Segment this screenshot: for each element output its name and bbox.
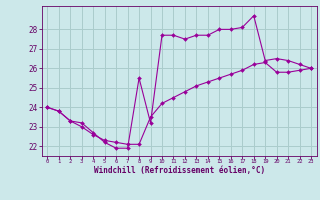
X-axis label: Windchill (Refroidissement éolien,°C): Windchill (Refroidissement éolien,°C) [94,166,265,175]
